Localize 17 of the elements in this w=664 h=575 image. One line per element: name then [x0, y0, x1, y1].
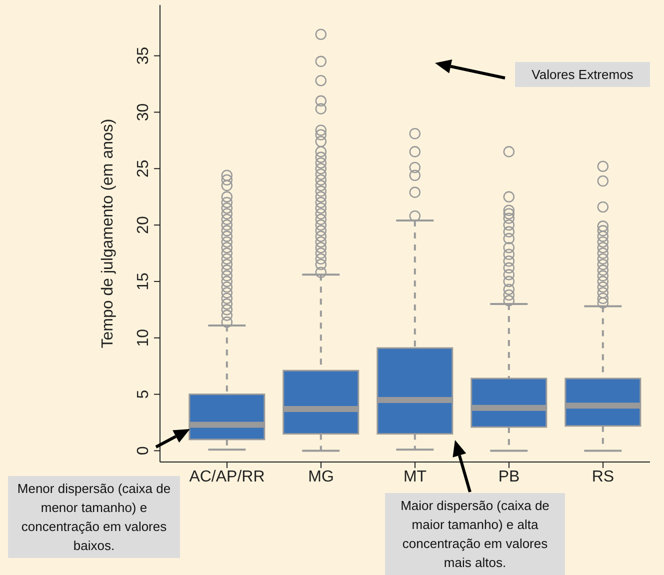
x-tick-label: RS [592, 468, 614, 486]
x-tick-label: MT [403, 468, 427, 486]
x-tick-label: MG [308, 468, 334, 486]
y-axis-title: Tempo de julgamento (em anos) [100, 118, 117, 348]
y-tick-label: 20 [135, 216, 152, 234]
text: Maior dispersão (caixa de maior tamanho) e alta concentração em valores mais altos. [385, 493, 565, 575]
x-tick-label: PB [498, 468, 520, 486]
y-tick-label: 30 [135, 103, 152, 122]
y-tick-label: 10 [135, 328, 152, 347]
y-tick-label: 0 [135, 446, 152, 456]
x-tick-label: AC/AP/RR [189, 468, 265, 486]
y-tick-label: 15 [135, 272, 152, 290]
annotation: Valores Extremos [515, 62, 650, 87]
text: Menor dispersão (caixa de menor tamanho) e concentração em valores baixos. [8, 476, 180, 558]
y-tick-label: 25 [135, 160, 152, 178]
y-tick-label: 5 [135, 390, 152, 399]
y-tick-label: 35 [135, 46, 152, 65]
